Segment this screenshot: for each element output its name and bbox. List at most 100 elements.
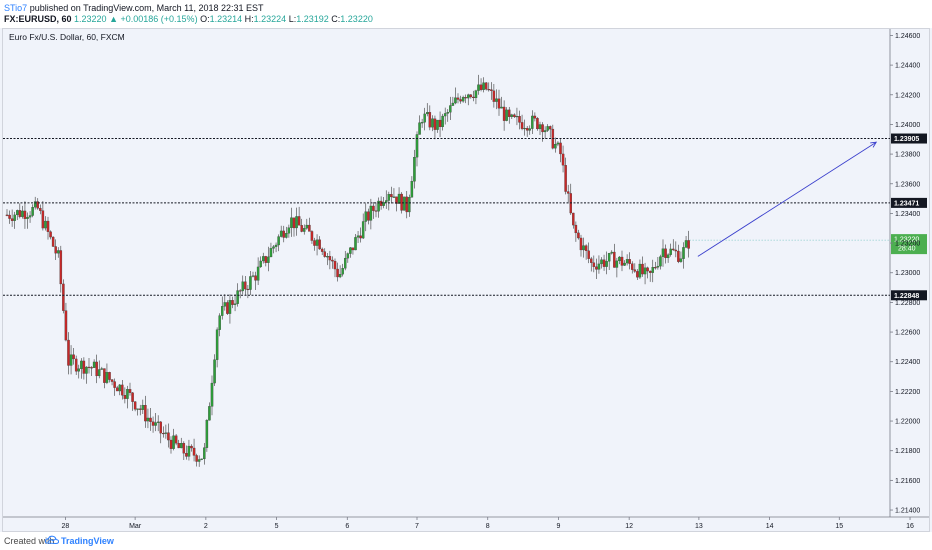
candle-body xyxy=(246,288,250,291)
price-tick-label: 1.21800 xyxy=(895,448,920,455)
candle-body xyxy=(454,97,457,104)
chart-area[interactable]: 1.23905 1.23471 1.22848 1.23220 28:40 1.2460… xyxy=(2,28,930,532)
candle-body xyxy=(302,228,306,232)
candle-body xyxy=(672,248,675,251)
candle-body xyxy=(208,406,211,421)
candle-body xyxy=(44,220,47,229)
candle-body xyxy=(418,122,421,135)
candle-body xyxy=(197,459,201,462)
candle-body xyxy=(592,262,596,267)
candle-body xyxy=(272,246,275,249)
candle-body xyxy=(584,245,588,251)
open-value: 1.23214 xyxy=(209,14,243,24)
candle-body xyxy=(392,196,396,198)
time-tick-label: 15 xyxy=(835,523,843,530)
candle-body xyxy=(441,115,444,128)
candle-body xyxy=(138,408,142,410)
price-tick-label: 1.23400 xyxy=(895,211,920,218)
candle-body xyxy=(633,269,637,272)
candle-body xyxy=(287,227,291,234)
candle-body xyxy=(677,250,680,262)
candle-body xyxy=(520,122,524,129)
candle-body xyxy=(146,417,150,422)
time-tick-label: 16 xyxy=(906,523,914,530)
candle-body xyxy=(472,96,475,99)
tradingview-cloud-icon xyxy=(45,535,59,545)
candle-body xyxy=(577,232,580,239)
candle-body xyxy=(466,94,470,99)
candle-body xyxy=(525,127,529,131)
grid xyxy=(3,29,929,518)
candle-body xyxy=(5,214,9,216)
tradingview-brand[interactable]: TradingView xyxy=(61,536,114,546)
candle-body xyxy=(100,368,104,370)
close-label: C: xyxy=(331,14,341,24)
price-tick-label: 1.22600 xyxy=(895,330,920,337)
price-tick-label: 1.24400 xyxy=(895,63,920,70)
time-tick-label: 12 xyxy=(625,523,633,530)
horizontal-levels[interactable]: 1.23905 1.23471 1.22848 1.23220 28:40 xyxy=(3,133,927,301)
candle-body xyxy=(602,259,606,267)
last-price: 1.23220 xyxy=(74,14,107,24)
candle-body xyxy=(292,217,296,229)
candle-body xyxy=(513,114,516,117)
candle-body xyxy=(195,455,198,462)
candle-body xyxy=(185,453,188,457)
candle-body xyxy=(451,102,455,106)
candle-body xyxy=(615,260,619,268)
candle-body xyxy=(495,98,498,102)
candle-body xyxy=(490,89,493,91)
time-axis[interactable]: 28 Mar 2 5 6 7 8 9 12 13 14 15 16 xyxy=(62,517,914,530)
candle-body xyxy=(631,263,634,270)
candle-body xyxy=(277,236,280,246)
ohlc-line: FX:EURUSD, 60 1.23220 ▲ +0.00186 (+0.15%… xyxy=(4,14,373,24)
level-tag xyxy=(891,197,927,208)
candle-body xyxy=(579,237,583,251)
candle-body xyxy=(313,240,316,246)
candle-body xyxy=(590,258,593,263)
candle-body xyxy=(687,240,690,249)
candle-body xyxy=(500,106,503,109)
candle-body xyxy=(203,447,206,460)
candle-body xyxy=(233,303,237,305)
publisher-link[interactable]: STio7 xyxy=(4,3,28,13)
price-tick-label: 1.22000 xyxy=(895,419,920,426)
price-tick-label: 1.21400 xyxy=(895,508,920,515)
trend-arrow[interactable] xyxy=(697,141,878,257)
candle-body xyxy=(90,367,93,369)
candle-body xyxy=(354,237,357,251)
candle-body xyxy=(244,281,247,290)
candle-body xyxy=(367,211,370,221)
candle-body xyxy=(259,260,262,268)
candle-body xyxy=(59,250,63,285)
price-axis[interactable]: 1.24600 1.24400 1.24200 1.24000 1.23800 1.236… xyxy=(890,33,920,515)
candle-body xyxy=(156,421,160,423)
level-tag-label: 1.23905 xyxy=(894,136,919,143)
candle-body xyxy=(554,144,557,149)
candle-body xyxy=(121,384,124,396)
candle-body xyxy=(133,401,137,410)
time-tick-label: 7 xyxy=(415,523,419,530)
candle-body xyxy=(510,114,514,117)
current-price-label: 1.23220 xyxy=(894,237,919,244)
candle-body xyxy=(661,248,665,257)
candle-body xyxy=(177,443,180,449)
candle-body xyxy=(54,246,57,254)
price-chart[interactable]: 1.23905 1.23471 1.22848 1.23220 28:40 1.2460… xyxy=(3,29,929,531)
candle-body xyxy=(515,116,519,118)
time-tick-label: 14 xyxy=(766,523,774,530)
candle-body xyxy=(261,256,265,262)
level-tag-label: 1.22848 xyxy=(894,293,919,300)
candle-body xyxy=(461,97,465,102)
trend-arrow-line[interactable] xyxy=(697,141,877,257)
low-label: L: xyxy=(288,14,297,24)
current-price-tag xyxy=(891,234,927,255)
candle-body xyxy=(428,112,432,128)
level-tag xyxy=(891,290,927,301)
candle-body xyxy=(351,247,355,251)
candle-body xyxy=(546,126,549,131)
candle-body xyxy=(241,281,244,292)
time-tick-label: 5 xyxy=(275,523,279,530)
candle-body xyxy=(326,256,329,258)
candle-body xyxy=(126,389,129,399)
